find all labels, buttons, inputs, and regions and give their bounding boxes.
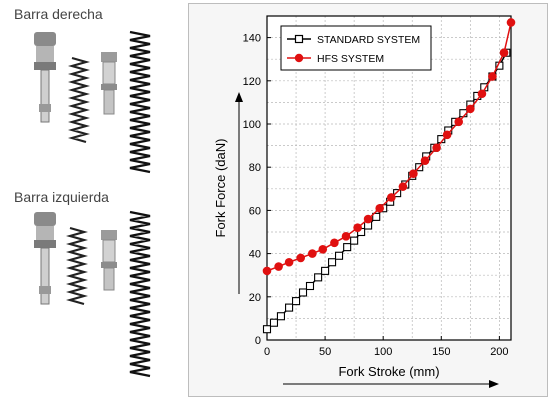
y-tick-label: 40 bbox=[249, 249, 261, 261]
right-bar-label: Barra derecha bbox=[14, 6, 103, 22]
data-point-standard bbox=[372, 212, 381, 221]
data-point-standard bbox=[305, 281, 315, 291]
data-point-standard bbox=[350, 236, 359, 245]
data-point-hfs bbox=[375, 203, 385, 213]
x-axis-arrow-head bbox=[489, 380, 499, 388]
legend-label-standard: STANDARD SYSTEM bbox=[317, 34, 420, 46]
x-tick-label: 100 bbox=[374, 346, 392, 358]
y-tick-label: 100 bbox=[243, 119, 261, 131]
data-point-standard bbox=[291, 297, 301, 306]
data-point-hfs bbox=[477, 89, 487, 99]
x-axis-label: Fork Stroke (mm) bbox=[338, 364, 439, 379]
data-point-hfs bbox=[341, 232, 351, 241]
data-point-standard bbox=[328, 258, 337, 267]
data-point-hfs bbox=[308, 249, 317, 258]
data-point-hfs bbox=[274, 262, 283, 271]
x-tick-label: 0 bbox=[264, 346, 270, 358]
y-tick-label: 20 bbox=[249, 292, 261, 304]
data-point-hfs bbox=[432, 143, 441, 153]
y-tick-label: 0 bbox=[255, 335, 261, 347]
y-tick-label: 120 bbox=[243, 76, 261, 88]
data-point-hfs bbox=[363, 214, 373, 224]
data-point-standard bbox=[321, 266, 330, 275]
y-tick-label: 140 bbox=[243, 33, 261, 45]
data-point-hfs bbox=[398, 182, 408, 191]
data-point-standard bbox=[334, 251, 344, 260]
data-point-hfs bbox=[454, 117, 464, 127]
force-stroke-chart: 0 50 100 150 200 0 20 40 60 80 100 120 140 STANDARD … bbox=[213, 15, 516, 388]
data-point-hfs bbox=[420, 156, 430, 166]
legend-label-hfs: HFS SYSTEM bbox=[317, 53, 384, 65]
legend-marker-hfs bbox=[294, 53, 304, 63]
fork-cartridge-parts-icon bbox=[34, 30, 151, 174]
data-point-hfs bbox=[284, 257, 294, 267]
y-tick-label: 60 bbox=[249, 205, 261, 217]
data-point-hfs bbox=[499, 48, 509, 58]
data-point-hfs bbox=[353, 223, 362, 232]
legend-box bbox=[280, 25, 432, 71]
chart-panel: 0 50 100 150 200 0 20 40 60 80 100 120 140 STANDARD … bbox=[188, 3, 548, 397]
data-point-standard bbox=[262, 325, 272, 334]
data-point-hfs bbox=[488, 72, 497, 81]
left-bar-label: Barra izquierda bbox=[14, 189, 109, 205]
plot-area bbox=[266, 15, 512, 341]
data-point-hfs bbox=[262, 266, 272, 276]
data-point-hfs bbox=[387, 193, 396, 202]
data-point-hfs bbox=[442, 130, 452, 140]
data-point-hfs bbox=[466, 104, 475, 114]
data-point-hfs bbox=[330, 238, 339, 248]
axis-ticks: 0 50 100 150 200 0 20 40 60 80 100 120 140 bbox=[243, 33, 509, 358]
y-axis-arrow-head bbox=[235, 92, 243, 102]
data-point-hfs bbox=[318, 244, 328, 254]
data-point-standard bbox=[393, 189, 402, 198]
data-point-standard bbox=[298, 288, 308, 297]
y-axis-label: Fork Force (daN) bbox=[213, 139, 228, 238]
x-tick-label: 150 bbox=[432, 346, 450, 358]
data-point-standard bbox=[314, 273, 323, 282]
y-tick-label: 80 bbox=[249, 162, 261, 174]
data-point-standard bbox=[285, 303, 294, 312]
data-point-standard bbox=[276, 312, 285, 321]
x-tick-label: 50 bbox=[319, 346, 331, 358]
x-tick-label: 200 bbox=[490, 346, 508, 358]
data-point-standard bbox=[343, 243, 352, 252]
fork-cartridge-parts-icon bbox=[34, 210, 151, 378]
series bbox=[262, 18, 516, 334]
legend: STANDARD SYSTEM HFS SYSTEM bbox=[280, 25, 432, 71]
legend-marker-standard bbox=[294, 34, 304, 44]
data-point-hfs bbox=[506, 18, 516, 27]
data-point-hfs bbox=[296, 253, 305, 263]
data-point-standard bbox=[269, 318, 279, 327]
data-point-hfs bbox=[409, 169, 418, 178]
